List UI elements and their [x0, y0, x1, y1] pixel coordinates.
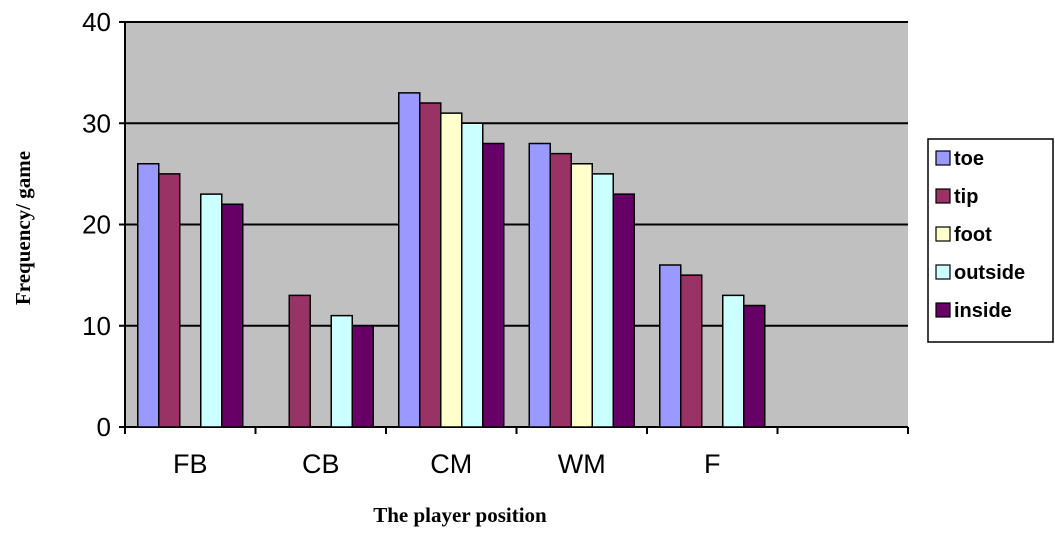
bar-outside-CB — [330, 314, 353, 428]
bar-inside-CB — [351, 325, 374, 428]
x-axis-title: The player position — [373, 503, 547, 527]
legend-swatch-toe — [935, 150, 951, 166]
bar-toe-WM — [528, 142, 551, 428]
bar-toe-CM — [398, 92, 421, 428]
legend-label-foot: foot — [954, 224, 992, 246]
tick-labels: 0 10 20 30 40 FB CB CM WM F — [82, 7, 720, 479]
legend-label-toe: toe — [954, 148, 984, 170]
bar-toe-F — [659, 264, 682, 428]
legend-swatch-foot — [935, 226, 951, 242]
y-tick-label: 40 — [82, 7, 111, 37]
y-tick-label: 0 — [97, 412, 111, 442]
y-tick-label: 20 — [82, 210, 111, 240]
bar-inside-CM — [482, 142, 505, 428]
bar-tip-CB — [288, 294, 311, 428]
bar-outside-WM — [591, 173, 614, 428]
bar-tip-WM — [549, 152, 572, 428]
axes — [119, 21, 909, 434]
category-label: F — [704, 449, 721, 479]
legend-label-outside: outside — [954, 262, 1025, 284]
bar-outside-CM — [461, 122, 484, 428]
y-tick-label: 10 — [82, 311, 111, 341]
legend-swatch-inside — [935, 302, 951, 318]
plot-area — [125, 21, 908, 427]
bar-foot-WM — [570, 163, 593, 428]
bar-inside-F — [743, 304, 766, 428]
category-label: CM — [430, 449, 472, 479]
category-label: CB — [302, 449, 340, 479]
bar-tip-F — [680, 274, 703, 428]
y-axis-title: Frequency/ game — [11, 151, 35, 305]
legend: toe tip foot outside inside — [927, 138, 1054, 343]
bar-outside-FB — [200, 193, 223, 428]
bar-foot-CM — [440, 112, 463, 428]
bars — [137, 92, 766, 428]
y-tick-label: 30 — [82, 108, 111, 138]
category-label: FB — [173, 449, 208, 479]
bar-outside-F — [722, 294, 745, 428]
bar-inside-WM — [612, 193, 635, 428]
legend-swatch-outside — [935, 264, 951, 280]
legend-label-tip: tip — [954, 186, 978, 208]
legend-swatch-tip — [935, 188, 951, 204]
bar-tip-CM — [419, 102, 442, 428]
bar-tip-FB — [158, 173, 181, 428]
category-label: WM — [558, 449, 606, 479]
bar-toe-FB — [137, 163, 160, 428]
bar-inside-FB — [221, 203, 244, 428]
legend-label-inside: inside — [954, 300, 1012, 322]
